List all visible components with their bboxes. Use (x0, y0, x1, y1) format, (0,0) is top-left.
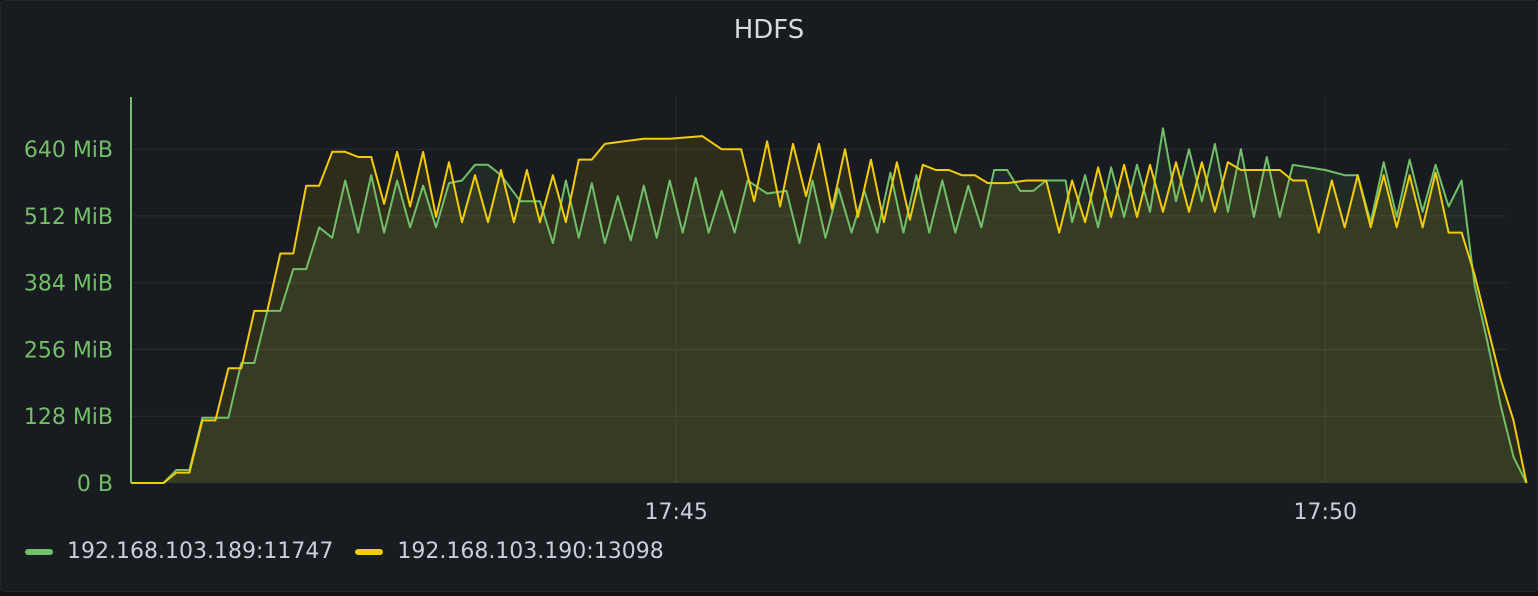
panel-title: HDFS (733, 15, 805, 45)
legend-label-series-1: 192.168.103.189:11747 (67, 539, 334, 564)
series-area-1 (131, 128, 1527, 484)
legend-label-series-2: 192.168.103.190:13098 (397, 539, 664, 564)
legend: 192.168.103.189:11747 192.168.103.190:13… (25, 539, 664, 564)
x-tick-label: 17:50 (1294, 500, 1357, 525)
legend-swatch-green (25, 548, 53, 555)
legend-item-series-1[interactable]: 192.168.103.189:11747 (25, 539, 333, 564)
y-tick-label: 256 MiB (24, 338, 113, 363)
series-area-2 (131, 136, 1527, 483)
y-tick-label: 640 MiB (24, 138, 113, 163)
y-tick-label: 128 MiB (24, 405, 113, 430)
legend-swatch-yellow (355, 548, 384, 555)
y-tick-label: 384 MiB (24, 272, 113, 297)
x-tick-label: 17:45 (645, 500, 708, 525)
y-tick-label: 512 MiB (24, 205, 113, 230)
line-chart: 0 B 128 MiB 256 MiB 384 MiB 512 MiB 640 MiB 17… (24, 97, 1528, 525)
series-line-2 (131, 135, 1528, 484)
y-tick-label: 0 B (77, 472, 113, 497)
series-line-1 (131, 127, 1528, 484)
legend-item-series-2[interactable]: 192.168.103.190:13098 (355, 539, 664, 564)
